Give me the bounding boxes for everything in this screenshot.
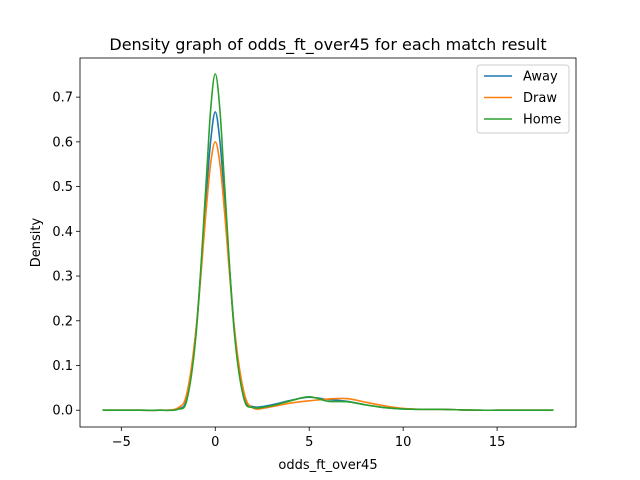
y-axis-title: Density [29, 217, 44, 267]
legend-box [476, 64, 570, 134]
plot-area-frame [79, 57, 577, 428]
chart-title: Density graph of odds_ft_over45 for each… [109, 35, 546, 55]
x-axis-ticks: −5 0 5 10 15 [112, 427, 506, 450]
y-tick-label: 0.1 [52, 359, 73, 374]
x-tick-label: 5 [305, 435, 313, 450]
legend-label-home: Home [523, 113, 561, 128]
legend-label-draw: Draw [523, 91, 557, 106]
series-line-draw [102, 141, 554, 412]
y-tick-label: 0.2 [52, 314, 73, 329]
y-tick-label: 0.0 [52, 404, 73, 419]
x-axis-title: odds_ft_over45 [278, 458, 377, 473]
legend-label-away: Away [523, 70, 558, 85]
x-tick-label: 0 [211, 435, 219, 450]
series-line-away [102, 111, 554, 412]
x-tick-label: −5 [112, 435, 131, 450]
legend: Away Draw Home [476, 64, 570, 134]
y-tick-label: 0.5 [52, 180, 73, 195]
series-layer [102, 73, 554, 412]
y-tick-label: 0.4 [52, 225, 73, 240]
x-tick-label: 15 [489, 435, 506, 450]
y-axis-ticks: 0.0 0.1 0.2 0.3 0.4 0.5 0.6 0.7 [52, 91, 80, 419]
series-line-home [102, 73, 554, 412]
y-tick-label: 0.6 [52, 135, 73, 150]
x-tick-label: 10 [395, 435, 412, 450]
y-tick-label: 0.7 [52, 91, 73, 106]
y-tick-label: 0.3 [52, 270, 73, 285]
